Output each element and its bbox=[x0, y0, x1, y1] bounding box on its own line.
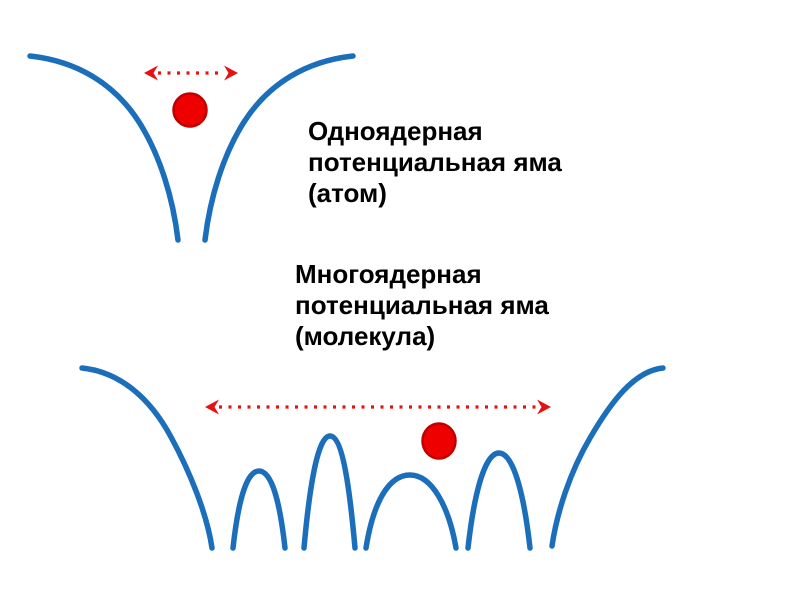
molecule-well-right-wall bbox=[549, 365, 666, 549]
molecule-well-bump-2 bbox=[301, 433, 358, 551]
molecule-well-bump-3 bbox=[363, 472, 459, 551]
arrowhead-right-icon bbox=[537, 399, 551, 415]
atom-oscillation-arrow bbox=[144, 65, 238, 81]
molecule-well-bump-4 bbox=[465, 450, 533, 551]
atom-well-figure bbox=[27, 53, 356, 243]
arrowhead-left-icon bbox=[205, 399, 219, 415]
atom-label-line-2: потенциальная яма bbox=[308, 147, 562, 177]
molecule-label-line-3: (молекула) bbox=[295, 321, 436, 351]
atom-well-curve-left bbox=[27, 53, 181, 243]
atom-label: Одноядерная потенциальная яма (атом) bbox=[308, 116, 562, 209]
molecule-label-line-2: потенциальная яма bbox=[295, 290, 549, 320]
arrowhead-left-icon bbox=[144, 65, 158, 81]
molecule-label-line-1: Многоядерная bbox=[295, 259, 482, 289]
molecule-well-bump-1 bbox=[230, 468, 288, 551]
arrowhead-right-icon bbox=[224, 65, 238, 81]
atom-label-line-3: (атом) bbox=[308, 178, 387, 208]
molecule-well-figure bbox=[79, 365, 666, 551]
molecule-oscillation-arrow bbox=[205, 399, 551, 415]
molecule-particle-ball bbox=[421, 422, 457, 460]
atom-label-line-1: Одноядерная bbox=[308, 116, 483, 146]
atom-particle-ball bbox=[172, 92, 208, 128]
atom-well-curve-right bbox=[202, 53, 356, 243]
molecule-well-left-wall bbox=[79, 365, 215, 551]
molecule-label: Многоядерная потенциальная яма (молекула… bbox=[295, 259, 549, 352]
